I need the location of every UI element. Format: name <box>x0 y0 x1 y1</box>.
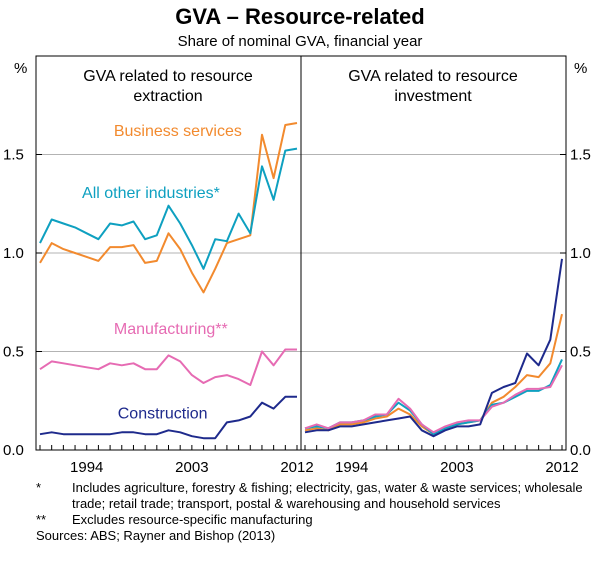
series-line-manufacturing <box>39 348 297 386</box>
panel-investment-series <box>304 258 563 438</box>
chart: GVA – Resource-related Share of nominal … <box>3 4 591 476</box>
x-tick-label: 2012 <box>545 459 578 476</box>
footnote-2: ** Excludes resource-specific manufactur… <box>36 512 596 528</box>
y-tick-label-left: 1.5 <box>3 147 24 164</box>
y-tick-label-right: 0.0 <box>570 442 591 459</box>
sources: Sources: ABS; Rayner and Bishop (2013) <box>36 528 276 543</box>
chart-title: GVA – Resource-related <box>175 4 424 29</box>
y-unit-right: % <box>574 60 587 77</box>
panel-investment-title-line-1: GVA related to resource <box>348 68 518 85</box>
x-tick-label: 2003 <box>440 459 473 476</box>
x-axis-ticks: 1994 2003 2012 1994 2003 2012 <box>39 445 579 476</box>
panel-investment: GVA related to resource investment <box>304 68 563 438</box>
y-tick-label-left: 0.0 <box>3 442 24 459</box>
footnote-2-text: Excludes resource-specific manufacturing <box>72 512 313 527</box>
panel-extraction: GVA related to resource extraction Busin… <box>39 68 298 440</box>
series-line-manufacturing <box>304 364 563 434</box>
y-tick-label-left: 1.0 <box>3 245 24 262</box>
footnote-1-mark: * <box>36 480 42 495</box>
x-tick-label: 1994 <box>335 459 368 476</box>
series-line-business-services <box>39 122 298 294</box>
panel-extraction-title-line-1: GVA related to resource <box>83 68 253 85</box>
y-tick-label-right: 0.5 <box>570 344 591 361</box>
footnotes: * Includes agriculture, forestry & fishi… <box>36 480 596 544</box>
y-tick-label-left: 0.5 <box>3 344 24 361</box>
series-line-construction <box>39 395 297 440</box>
y-unit-left: % <box>14 60 27 77</box>
panel-extraction-series: Business services All other industries* Ma… <box>39 122 298 440</box>
y-tick-label-right: 1.5 <box>570 147 591 164</box>
series-label-all-other-industries: All other industries* <box>82 185 220 202</box>
series-line-construction <box>304 258 563 438</box>
x-tick-label: 2012 <box>280 459 313 476</box>
y-axis-ticks: 0.0 0.0 0.5 0.5 1.0 1.0 1.5 1.5 <box>3 147 591 460</box>
footnote-2-mark: ** <box>36 512 47 527</box>
series-line-all-other-industries <box>39 147 298 270</box>
x-tick-label: 2003 <box>175 459 208 476</box>
series-label-manufacturing: Manufacturing** <box>114 321 228 338</box>
panel-investment-title-line-2: investment <box>394 88 472 105</box>
footnote-1-text: Includes agriculture, forestry & fishing… <box>72 480 583 511</box>
panel-extraction-title-line-2: extraction <box>133 88 202 105</box>
y-tick-label-right: 1.0 <box>570 245 591 262</box>
footnote-1: * Includes agriculture, forestry & fishi… <box>36 480 596 512</box>
chart-subtitle: Share of nominal GVA, financial year <box>178 33 423 50</box>
series-line-business-services <box>304 313 563 436</box>
series-label-business-services: Business services <box>114 123 242 140</box>
series-label-construction: Construction <box>118 406 208 423</box>
x-tick-label: 1994 <box>70 459 103 476</box>
